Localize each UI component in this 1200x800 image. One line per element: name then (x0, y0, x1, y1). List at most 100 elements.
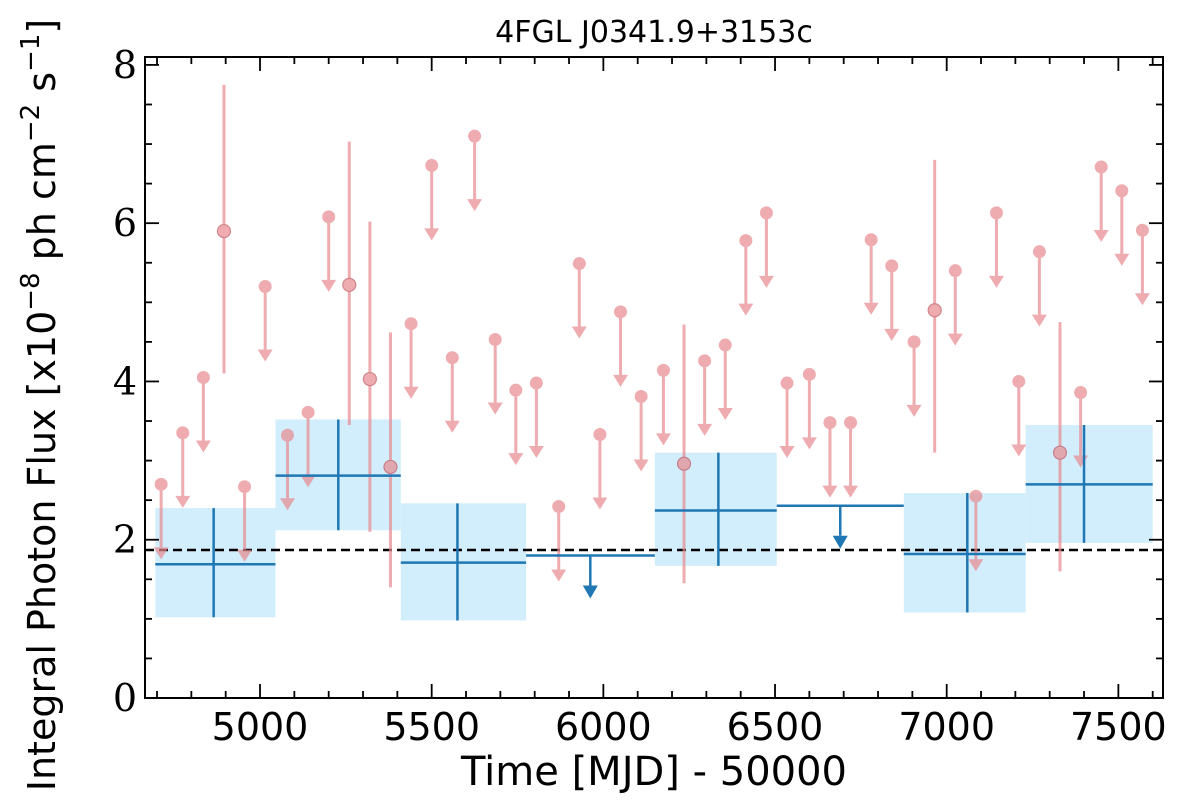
short-bin-upper-limit-marker (445, 351, 459, 365)
short-bin-upper-limit (592, 427, 608, 510)
short-bin-upper-limit (403, 317, 419, 399)
short-bin-upper-limit (779, 376, 795, 459)
y-tick-label: 4 (113, 359, 137, 403)
upper-limit-arrow-head (279, 498, 295, 511)
upper-limit-arrow-head (779, 446, 795, 459)
upper-limit-arrow-head (592, 497, 608, 510)
upper-limit-arrow-head (403, 386, 419, 399)
x-axis-ticks: 5000 5500 6000 6500 7000 7500 (156, 57, 1167, 749)
short-bin-upper-limit (843, 416, 859, 498)
short-bin-upper-limit (906, 335, 922, 417)
upper-limit-arrow-head (1134, 293, 1150, 306)
long-bin-upper-limit (776, 504, 904, 549)
short-bin-upper-limit-marker (154, 477, 168, 491)
upper-limit-arrow-head (1031, 314, 1047, 327)
short-bin-upper-limit-marker (1135, 223, 1149, 237)
short-bin-upper-limit (947, 264, 963, 346)
upper-limit-arrow-head (947, 333, 963, 346)
short-bin-upper-limit (968, 489, 984, 572)
short-bin-upper-limit-marker (176, 426, 190, 440)
short-bin-marker (342, 277, 357, 293)
short-bin-upper-limit-marker (552, 499, 566, 513)
upper-limit-arrow-head (1114, 253, 1130, 266)
short-bin-upper-limit-marker (885, 259, 899, 273)
long-bin-error-box (155, 508, 276, 618)
short-bin-marker (362, 371, 377, 387)
short-bin-upper-limit-marker (989, 206, 1003, 220)
short-bin-detection (1052, 322, 1068, 572)
short-bin-upper-limit (487, 333, 503, 415)
upper-limit-arrow-head (843, 485, 859, 498)
short-bin-points (153, 84, 1150, 588)
short-bin-detection (927, 159, 942, 453)
x-tick-label: 5000 (212, 705, 309, 749)
upper-limit-arrow-head (1093, 229, 1109, 242)
upper-limit-arrow-head (863, 302, 879, 315)
short-bin-upper-limit (444, 351, 460, 433)
long-bin-points (155, 419, 1153, 621)
upper-limit-arrow-head (467, 199, 483, 212)
y-tick-label: 0 (113, 676, 137, 720)
upper-limit-arrow-head (738, 303, 754, 316)
long-bin-detection (654, 452, 777, 566)
upper-limit-arrow-head (717, 408, 733, 421)
short-bin-upper-limit (321, 210, 337, 292)
x-tick-label: 7000 (898, 705, 995, 749)
upper-limit-arrow-head (613, 374, 629, 387)
short-bin-upper-limit-marker (780, 376, 794, 390)
short-bin-upper-limit-marker (404, 317, 418, 331)
short-bin-upper-limit (863, 233, 879, 315)
short-bin-marker (676, 456, 692, 471)
long-bin-detection (275, 419, 401, 531)
short-bin-upper-limit (613, 305, 629, 387)
upper-limit-arrow-head (822, 485, 838, 498)
short-bin-marker (1052, 445, 1068, 460)
short-bin-upper-limit (571, 257, 587, 339)
y-tick-label: 6 (113, 201, 137, 245)
chart-title: 4FGL J0341.9+3153c (495, 15, 813, 50)
short-bin-upper-limit-marker (280, 428, 294, 442)
short-bin-upper-limit-marker (759, 206, 773, 220)
short-bin-upper-limit (1011, 374, 1027, 457)
short-bin-upper-limit-marker (301, 405, 315, 419)
short-bin-upper-limit-marker (844, 416, 858, 430)
short-bin-upper-limit (257, 279, 273, 362)
short-bin-upper-limit (175, 426, 191, 508)
x-tick-label: 6500 (727, 705, 824, 749)
short-bin-upper-limit-marker (425, 158, 439, 172)
upper-limit-arrow-head (153, 547, 169, 560)
upper-limit-arrow-head (487, 402, 503, 415)
short-bin-upper-limit-marker (529, 376, 543, 390)
short-bin-marker (216, 223, 232, 239)
y-axis-ticks: 0 2 4 6 8 (113, 43, 1163, 720)
short-bin-upper-limit (633, 389, 649, 472)
short-bin-upper-limit-marker (634, 389, 648, 403)
plot-frame (144, 56, 1164, 699)
short-bin-upper-limit (1031, 245, 1047, 327)
short-bin-detection (383, 332, 398, 588)
short-bin-upper-limit-marker (488, 333, 502, 347)
upper-limit-arrow-head (571, 326, 587, 339)
axes-frame (144, 56, 1164, 699)
short-bin-upper-limit-marker (1012, 374, 1026, 388)
y-tick-label: 2 (113, 518, 137, 562)
upper-limit-arrow-head (697, 423, 713, 436)
short-bin-upper-limit (717, 338, 733, 421)
upper-limit-arrow-head (444, 420, 460, 433)
upper-limit-arrow-head (633, 459, 649, 472)
upper-limit-arrow-head (508, 453, 524, 466)
short-bin-detection (342, 141, 357, 425)
upper-limit-arrow-head (321, 279, 337, 292)
y-tick-label: 8 (113, 43, 137, 87)
short-bin-upper-limit-marker (614, 305, 628, 319)
short-bin-upper-limit-marker (238, 480, 252, 494)
short-bin-upper-limit (884, 259, 900, 341)
short-bin-upper-limit (655, 363, 671, 446)
short-bin-upper-limit (508, 383, 524, 466)
short-bin-upper-limit-marker (864, 233, 878, 247)
upper-limit-arrow-head (551, 569, 567, 582)
upper-limit-arrow-head (1011, 444, 1027, 457)
short-bin-upper-limit-marker (572, 257, 586, 271)
upper-limit-arrow-head (175, 495, 191, 508)
